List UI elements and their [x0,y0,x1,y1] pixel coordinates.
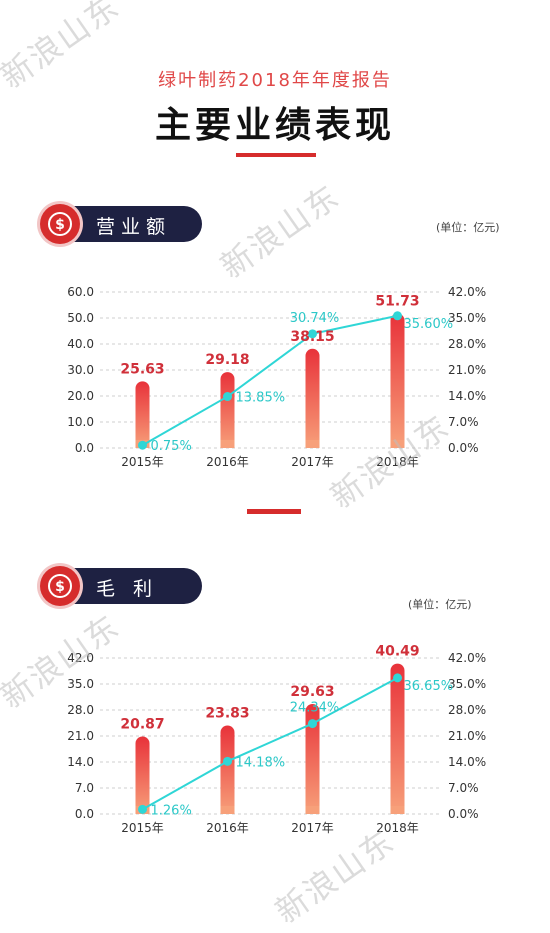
watermark: 新浪山东 [213,176,347,287]
section-label: 营业额 [96,216,172,238]
bar-value-label: 23.83 [205,705,249,721]
line-value-label: 24.34% [290,701,340,716]
bar [305,703,320,814]
x-tick-label: 2018年 [376,455,419,469]
line-value-label: 35.60% [404,317,454,332]
gross-profit-chart: 0.0 7.0 14.0 21.0 28.0 35.0 42.0 0.0% 7.0% 14.0% 2… [67,644,486,835]
y-tick-left: 40.0 [67,337,94,351]
x-tick-label: 2016年 [206,821,249,835]
bar [390,313,405,448]
line-point [138,440,147,450]
section-label: 毛 利 [96,578,159,600]
y-tick-left: 42.0 [67,651,94,665]
line-series [142,314,398,447]
svg-text:$: $ [55,217,65,233]
line-point [223,756,232,766]
line-value-label: 13.85% [236,391,286,406]
report-subtitle: 绿叶制药2018年年度报告 [158,70,392,91]
y-tick-left: 20.0 [67,389,94,403]
line-point [393,673,402,683]
y-tick-right: 14.0% [448,755,486,769]
bar [135,381,150,448]
dollar-circle-icon: $ [40,566,80,606]
line-value-label: 30.74% [290,311,340,326]
section-divider [247,509,301,514]
y-tick-right: 28.0% [448,337,486,351]
y-tick-left: 50.0 [67,311,94,325]
y-tick-left: 10.0 [67,415,94,429]
bar-base [305,440,320,448]
y-tick-left: 0.0 [75,441,94,455]
line-series [142,676,398,811]
y-tick-right: 42.0% [448,285,486,299]
svg-text:$: $ [55,579,65,595]
y-tick-right: 21.0% [448,729,486,743]
y-tick-right: 7.0% [448,415,479,429]
bar-base [305,806,320,814]
y-tick-right: 0.0% [448,807,479,821]
x-tick-label: 2015年 [121,455,164,469]
revenue-chart: 0.0 10.0 20.0 30.0 40.0 50.0 60.0 0.0% 7.0% 14.0%… [67,285,486,469]
bar-base [220,440,235,448]
line-value-label: 14.18% [236,755,286,770]
y-tick-right: 35.0% [448,677,486,691]
bar [390,663,405,814]
dollar-circle-icon: $ [40,204,80,244]
line-value-label: 0.75% [151,439,192,454]
bar-value-label: 40.49 [375,644,419,660]
bar-value-label: 29.18 [205,352,249,368]
y-tick-left: 21.0 [67,729,94,743]
line-point [223,392,232,402]
bar-base [220,806,235,814]
y-tick-left: 7.0 [75,781,94,795]
y-tick-right: 35.0% [448,311,486,325]
bar-value-label: 38.15 [290,329,334,345]
x-tick-label: 2017年 [291,821,334,835]
y-tick-right: 0.0% [448,441,479,455]
y-tick-left: 14.0 [67,755,94,769]
y-tick-left: 0.0 [75,807,94,821]
y-tick-left: 30.0 [67,363,94,377]
unit-label: (单位：亿元) [408,598,472,611]
line-point [308,719,317,729]
section-header-revenue: $ 营业额 [40,204,202,244]
line-point [308,329,317,339]
bar [305,348,320,448]
y-tick-left: 28.0 [67,703,94,717]
bar-base [390,440,405,448]
bar [135,736,150,814]
bar-value-label: 25.63 [120,361,164,377]
bar [220,725,235,814]
x-tick-label: 2018年 [376,821,419,835]
page-title: 主要业绩表现 [154,105,395,146]
x-tick-label: 2017年 [291,455,334,469]
x-tick-label: 2016年 [206,455,249,469]
y-tick-right: 21.0% [448,363,486,377]
bar [220,372,235,448]
title-underline [236,153,316,157]
y-tick-left: 35.0 [67,677,94,691]
line-value-label: 36.65% [404,679,454,694]
bar-base [390,806,405,814]
bar-value-label: 29.63 [290,684,334,700]
y-tick-right: 28.0% [448,703,486,717]
y-tick-right: 14.0% [448,389,486,403]
bar-value-label: 20.87 [120,716,164,732]
x-tick-label: 2015年 [121,821,164,835]
bar-value-label: 51.73 [375,294,419,310]
unit-label: (单位：亿元) [436,221,500,234]
line-point [138,804,147,814]
y-tick-right: 42.0% [448,651,486,665]
section-header-gross-profit: $ 毛 利 [40,566,202,606]
line-point [393,311,402,321]
y-tick-right: 7.0% [448,781,479,795]
line-value-label: 1.26% [151,803,192,818]
y-tick-left: 60.0 [67,285,94,299]
